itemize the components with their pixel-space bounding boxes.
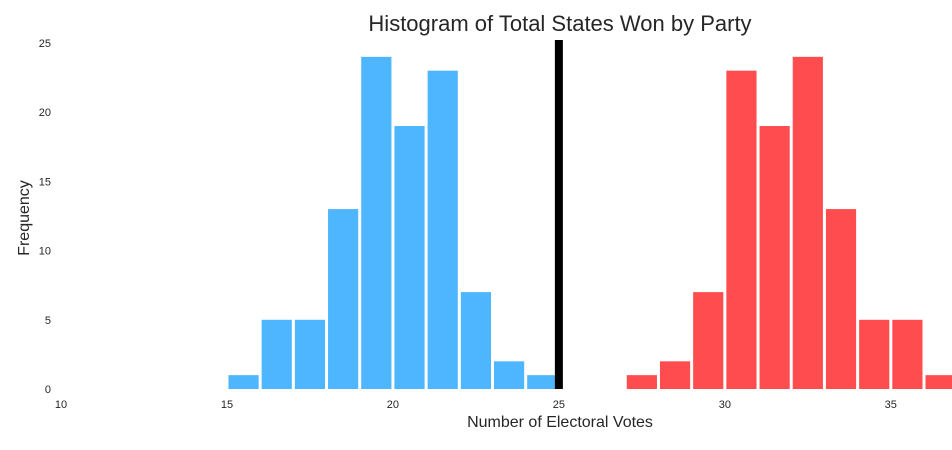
histogram-bar-series2-bin-36 — [925, 375, 952, 389]
histogram-bar-series1-bin-24 — [527, 375, 558, 389]
reference-line-group — [554, 40, 563, 389]
histogram-bar-series1-bin-17 — [294, 319, 326, 389]
histogram-bar-series2-bin-34 — [859, 319, 890, 389]
y-tick-labels: 0 5 10 15 20 25 — [39, 38, 51, 396]
x-tick-label-35: 35 — [885, 399, 897, 411]
histogram-bar-series1-bin-22 — [460, 292, 491, 389]
histogram-bar-series2-bin-31 — [759, 126, 790, 389]
chart-title: Histogram of Total States Won by Party — [368, 11, 751, 36]
x-tick-label-15: 15 — [221, 399, 233, 411]
y-tick-label-15: 15 — [39, 176, 51, 188]
reference-line — [554, 40, 563, 389]
histogram-bar-series1-bin-21 — [427, 70, 458, 390]
histogram-bar-series1-bin-19 — [361, 56, 392, 390]
histogram-bar-series2-bin-35 — [892, 319, 923, 389]
histogram-bar-series1-bin-18 — [328, 209, 359, 389]
histogram-bar-series2-bin-29 — [693, 292, 724, 389]
histogram-bar-series2-bin-32 — [792, 56, 823, 390]
x-axis-label: Number of Electoral Votes — [467, 414, 653, 431]
histogram-bar-series2-bin-28 — [659, 361, 691, 389]
y-tick-label-20: 20 — [39, 107, 51, 119]
histogram-bar-series1-bin-20 — [394, 126, 425, 389]
y-tick-label-5: 5 — [45, 315, 51, 327]
x-tick-label-25: 25 — [553, 399, 565, 411]
histogram-bar-series2-bin-33 — [825, 209, 857, 389]
histogram-bar-series1-bin-16 — [261, 319, 292, 389]
histogram-bar-series2-bin-27 — [626, 375, 657, 389]
histogram-bar-series1-bin-23 — [494, 361, 525, 389]
histogram-bar-series2-bin-30 — [726, 70, 757, 390]
x-tick-label-10: 10 — [55, 399, 67, 411]
x-tick-label-20: 20 — [387, 399, 399, 411]
y-tick-label-10: 10 — [39, 246, 51, 258]
y-tick-label-0: 0 — [45, 384, 51, 396]
x-tick-labels: 10 15 20 25 30 35 — [55, 399, 897, 411]
histogram-bar-series1-bin-15 — [228, 375, 259, 389]
y-tick-label-25: 25 — [39, 38, 51, 50]
y-axis-label: Frequency — [16, 180, 33, 256]
bars-group — [228, 56, 952, 390]
x-tick-label-30: 30 — [719, 399, 731, 411]
